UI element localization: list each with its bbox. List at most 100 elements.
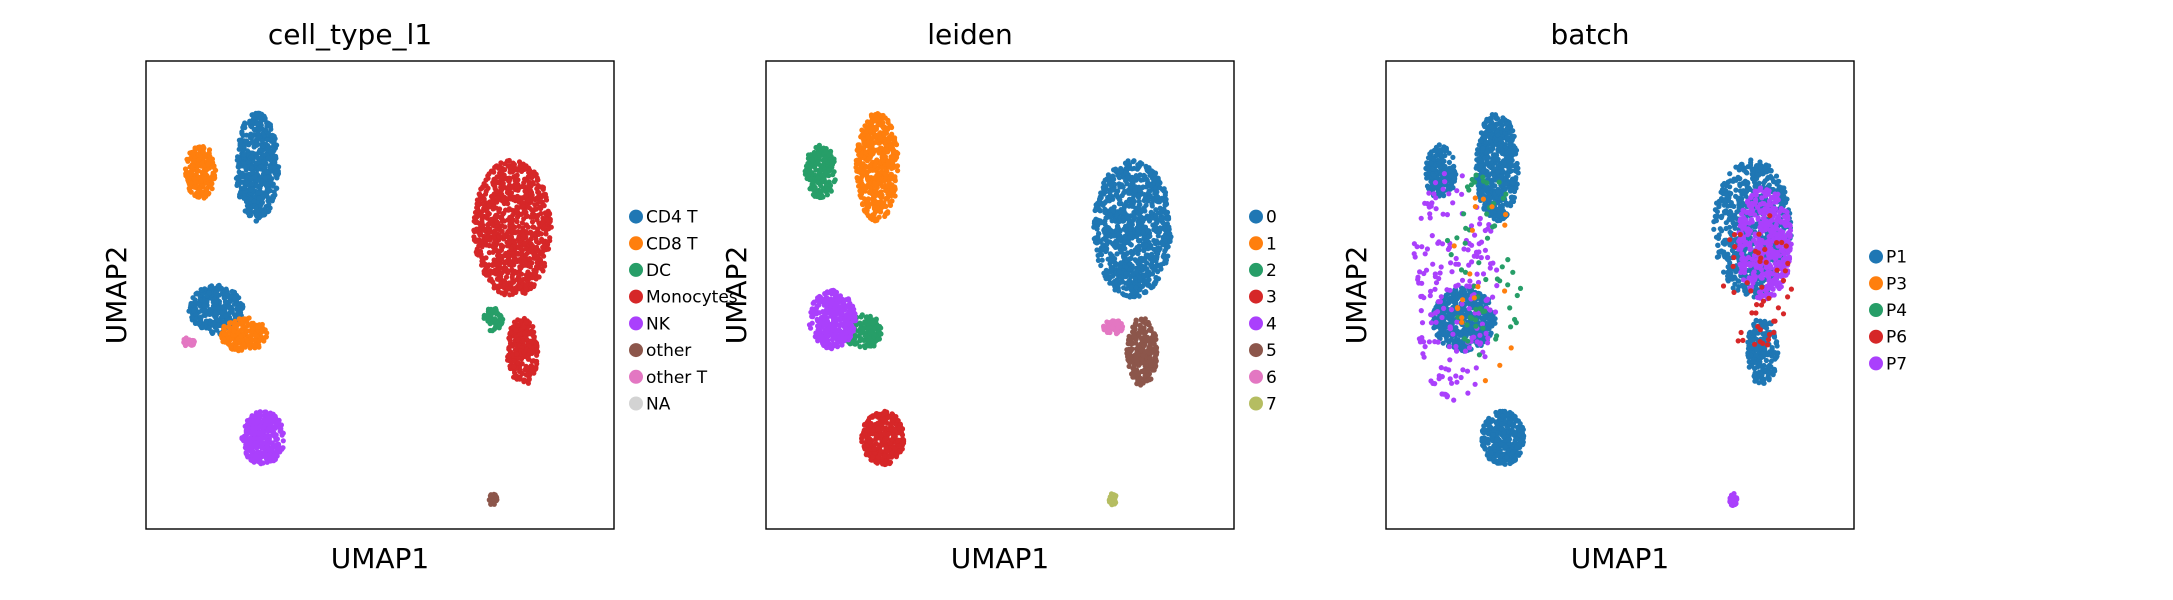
scatter-point (241, 185, 247, 191)
scatter-point (892, 176, 898, 183)
scatter-point (498, 175, 504, 181)
scatter-point (199, 182, 205, 188)
scatter-point (1116, 288, 1122, 294)
legend-label: DC (646, 261, 671, 281)
scatter-point (1135, 370, 1141, 376)
scatter-point (1098, 262, 1104, 269)
scatter-point (885, 149, 891, 155)
scatter-point (524, 213, 530, 219)
scatter-point (244, 328, 250, 334)
scatter-point (1146, 234, 1152, 240)
scatter-point (542, 210, 549, 216)
scatter-point (515, 177, 521, 183)
scatter-point (1148, 285, 1154, 291)
scatter-point (520, 324, 527, 330)
scatter-point (487, 321, 493, 327)
scatter-point (272, 160, 278, 166)
scatter-point (807, 169, 813, 175)
scatter-point (881, 178, 887, 184)
scatter-point (504, 243, 511, 249)
scatter-point (258, 183, 264, 189)
scatter-point (865, 338, 871, 344)
scatter-point (864, 175, 871, 181)
scatter-point (492, 316, 498, 322)
scatter-point (228, 320, 234, 326)
scatter-point (1118, 274, 1124, 280)
legend-item: NA (629, 395, 671, 415)
scatter-point (1152, 281, 1158, 287)
scatter-point (246, 213, 252, 219)
scatter-point (1161, 197, 1167, 203)
scatter-point (1165, 214, 1172, 220)
scatter-point (487, 493, 493, 499)
scatter-point (205, 161, 211, 167)
legend-marker (629, 369, 643, 384)
scatter-point (248, 332, 255, 338)
scatter-point (1143, 252, 1149, 258)
scatter-point (254, 212, 260, 218)
scatter-point (515, 337, 521, 343)
scatter-point (810, 180, 816, 186)
scatter-point (222, 299, 228, 305)
scatter-point (199, 324, 205, 330)
scatter-point (1145, 336, 1151, 342)
scatter-point (1103, 276, 1109, 282)
scatter-point (510, 364, 517, 370)
scatter-point (1140, 368, 1146, 374)
scatter-point (868, 320, 875, 326)
panel-title: cell_type_l1 (267, 18, 433, 51)
scatter-point (1120, 184, 1126, 190)
scatter-point (813, 167, 819, 173)
scatter-point (255, 458, 261, 464)
scatter-point (505, 286, 511, 292)
scatter-point (858, 152, 864, 158)
scatter-point (491, 326, 497, 332)
scatter-point (522, 240, 528, 246)
scatter-point (1165, 253, 1171, 259)
scatter-point (865, 326, 871, 332)
scatter-point (878, 195, 884, 201)
scatter-point (526, 376, 532, 382)
scatter-point (516, 223, 522, 229)
scatter-point (1111, 233, 1117, 239)
scatter-point (1162, 202, 1168, 208)
scatter-point (828, 188, 834, 194)
scatter-point (505, 253, 511, 259)
scatter-point (1117, 236, 1123, 242)
scatter-point (510, 358, 517, 364)
scatter-point (1145, 367, 1151, 373)
scatter-point (524, 336, 530, 342)
scatter-point (1142, 173, 1148, 179)
scatter-point (1126, 190, 1132, 196)
scatter-point (877, 136, 883, 142)
scatter-point (506, 178, 512, 184)
scatter-point (236, 295, 242, 301)
scatter-point (242, 164, 249, 170)
scatter-point (237, 194, 243, 200)
scatter-point (510, 289, 517, 295)
scatter-point (1164, 210, 1170, 216)
scatter-point (250, 326, 256, 332)
scatter-point (1128, 248, 1134, 255)
scatter-point (860, 328, 866, 334)
scatter-point (889, 182, 895, 188)
legend-marker (629, 343, 643, 358)
scatter-point (540, 244, 546, 250)
scatter-point (510, 197, 516, 203)
scatter-point (520, 203, 526, 209)
scatter-point (202, 171, 208, 177)
scatter-point (1128, 284, 1135, 290)
scatter-point (1121, 218, 1127, 224)
panel-leiden: leiden UMAP1 UMAP2 0 1 2 3 4 5 6 7 (620, 0, 1320, 600)
scatter-point (489, 278, 495, 284)
plot-frame (145, 60, 615, 530)
scatter-point (1127, 256, 1133, 262)
scatter-point (525, 174, 531, 180)
scatter-point (1153, 220, 1159, 226)
scatter-point (1102, 189, 1108, 195)
scatter-point (1130, 159, 1136, 165)
scatter-point (830, 172, 836, 178)
scatter-point (890, 154, 896, 160)
scatter-point (883, 188, 889, 194)
scatter-point (1094, 226, 1100, 232)
